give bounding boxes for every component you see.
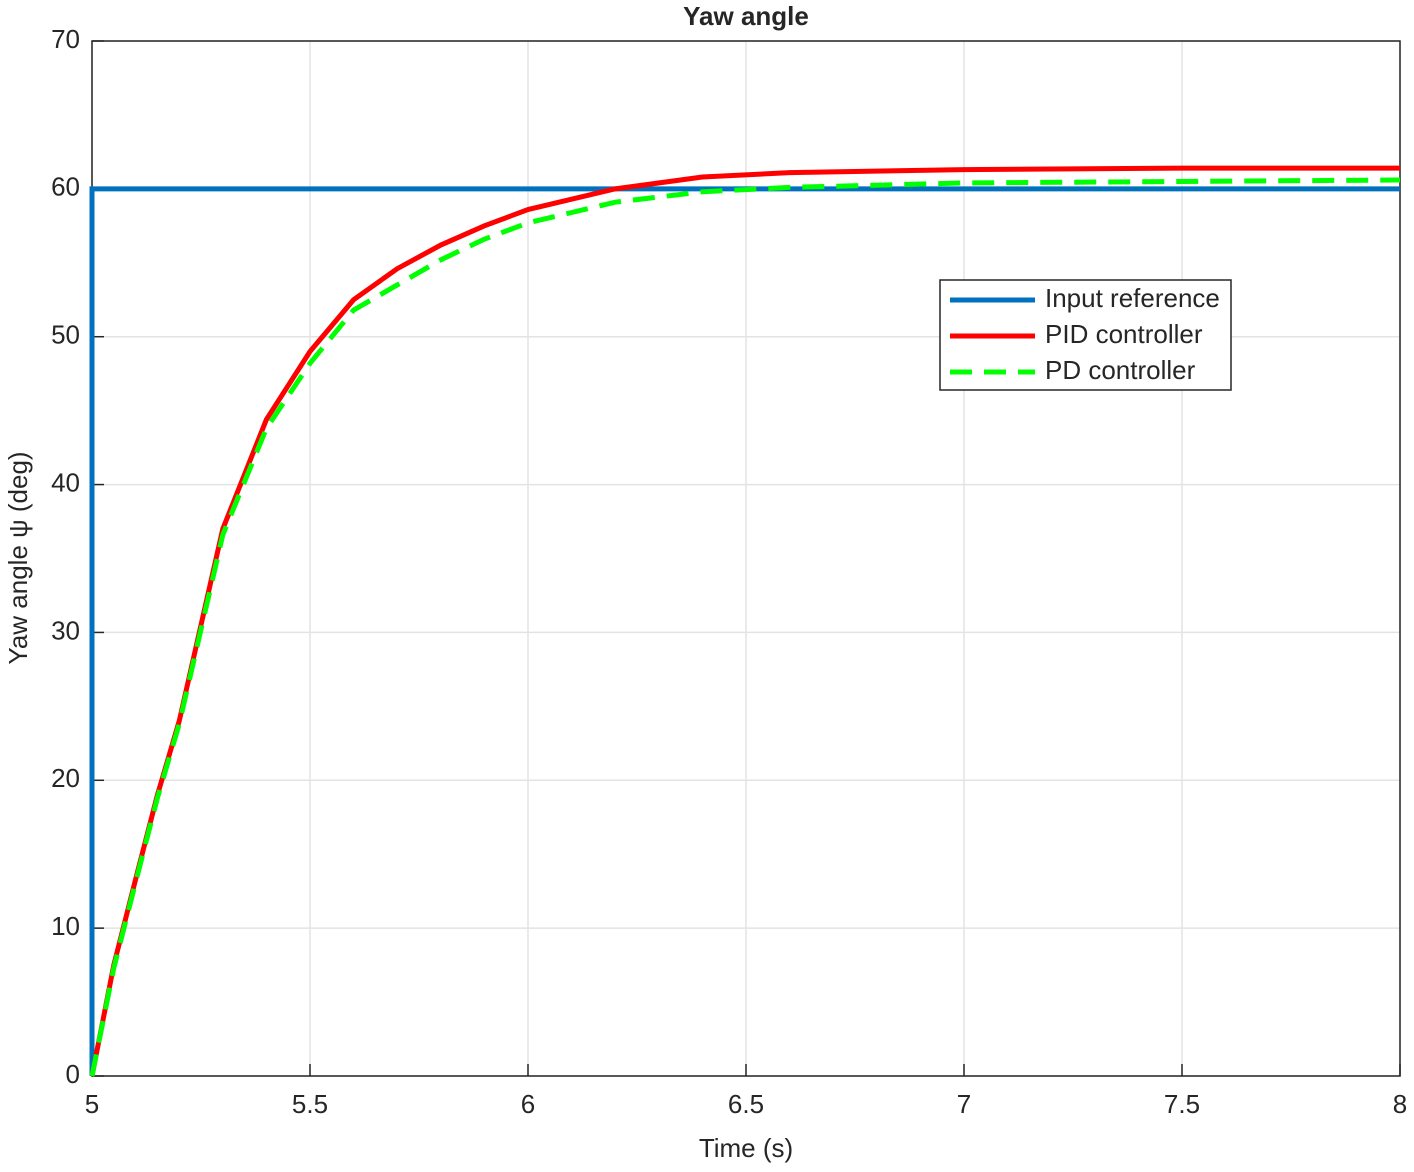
x-tick-label: 6	[521, 1089, 535, 1119]
chart-title: Yaw angle	[683, 1, 809, 31]
x-tick-label: 8	[1393, 1089, 1407, 1119]
y-tick-label: 0	[66, 1059, 80, 1089]
x-tick-label: 5.5	[292, 1089, 328, 1119]
y-tick-label: 60	[51, 172, 80, 202]
y-tick-label: 40	[51, 467, 80, 497]
legend-label: PD controller	[1045, 355, 1196, 385]
legend-label: Input reference	[1045, 283, 1220, 313]
y-tick-label: 50	[51, 320, 80, 350]
y-tick-label: 30	[51, 615, 80, 645]
legend-label: PID controller	[1045, 319, 1203, 349]
series-line	[89, 177, 1401, 1077]
y-axis-label: Yaw angle ψ (deg)	[3, 451, 33, 664]
series-line	[89, 186, 1400, 1076]
y-tick-label: 20	[51, 763, 80, 793]
x-tick-label: 7.5	[1164, 1089, 1200, 1119]
x-tick-label: 5	[85, 1089, 99, 1119]
x-tick-label: 7	[957, 1089, 971, 1119]
x-tick-label: 6.5	[728, 1089, 764, 1119]
y-tick-label: 70	[51, 24, 80, 54]
x-axis-label: Time (s)	[699, 1133, 793, 1163]
y-tick-label: 10	[51, 911, 80, 941]
